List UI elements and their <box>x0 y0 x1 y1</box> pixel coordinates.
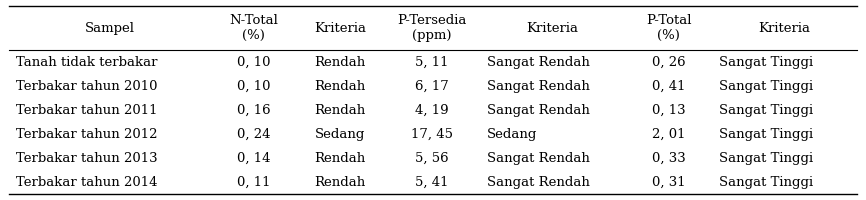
Text: N-Total
(%): N-Total (%) <box>229 14 278 42</box>
Text: P-Tersedia
(ppm): P-Tersedia (ppm) <box>397 14 466 42</box>
Text: Terbakar tahun 2010: Terbakar tahun 2010 <box>16 80 157 93</box>
Text: Sangat Tinggi: Sangat Tinggi <box>719 176 813 189</box>
Text: Rendah: Rendah <box>314 56 365 69</box>
Text: 0, 41: 0, 41 <box>652 80 685 93</box>
Text: Rendah: Rendah <box>314 176 365 189</box>
Text: P-Total
(%): P-Total (%) <box>646 14 691 42</box>
Text: 0, 33: 0, 33 <box>652 152 686 165</box>
Text: Rendah: Rendah <box>314 152 365 165</box>
Text: Kriteria: Kriteria <box>759 22 811 35</box>
Text: Rendah: Rendah <box>314 104 365 117</box>
Text: Tanah tidak terbakar: Tanah tidak terbakar <box>16 56 157 69</box>
Text: Sangat Rendah: Sangat Rendah <box>487 176 590 189</box>
Text: Terbakar tahun 2012: Terbakar tahun 2012 <box>16 128 157 141</box>
Text: 0, 14: 0, 14 <box>237 152 270 165</box>
Text: Sangat Rendah: Sangat Rendah <box>487 80 590 93</box>
Text: 4, 19: 4, 19 <box>415 104 449 117</box>
Text: Sangat Tinggi: Sangat Tinggi <box>719 104 813 117</box>
Text: Sangat Rendah: Sangat Rendah <box>487 104 590 117</box>
Text: 0, 31: 0, 31 <box>652 176 686 189</box>
Text: 5, 56: 5, 56 <box>415 152 449 165</box>
Text: Rendah: Rendah <box>314 80 365 93</box>
Text: Terbakar tahun 2011: Terbakar tahun 2011 <box>16 104 157 117</box>
Text: 0, 10: 0, 10 <box>237 56 270 69</box>
Text: Sedang: Sedang <box>487 128 537 141</box>
Text: Sangat Tinggi: Sangat Tinggi <box>719 128 813 141</box>
Text: 5, 11: 5, 11 <box>415 56 449 69</box>
Text: Sangat Rendah: Sangat Rendah <box>487 56 590 69</box>
Text: 0, 24: 0, 24 <box>237 128 270 141</box>
Text: Sedang: Sedang <box>315 128 365 141</box>
Text: Sangat Tinggi: Sangat Tinggi <box>719 152 813 165</box>
Text: 0, 16: 0, 16 <box>237 104 270 117</box>
Text: 0, 11: 0, 11 <box>237 176 270 189</box>
Text: 0, 26: 0, 26 <box>652 56 686 69</box>
Text: Sangat Rendah: Sangat Rendah <box>487 152 590 165</box>
Text: Terbakar tahun 2013: Terbakar tahun 2013 <box>16 152 158 165</box>
Text: 2, 01: 2, 01 <box>652 128 685 141</box>
Text: 0, 10: 0, 10 <box>237 80 270 93</box>
Text: Terbakar tahun 2014: Terbakar tahun 2014 <box>16 176 157 189</box>
Text: Sampel: Sampel <box>85 22 134 35</box>
Text: Sangat Tinggi: Sangat Tinggi <box>719 80 813 93</box>
Text: 6, 17: 6, 17 <box>415 80 449 93</box>
Text: Kriteria: Kriteria <box>314 22 366 35</box>
Text: 5, 41: 5, 41 <box>415 176 449 189</box>
Text: Sangat Tinggi: Sangat Tinggi <box>719 56 813 69</box>
Text: Kriteria: Kriteria <box>527 22 578 35</box>
Text: 17, 45: 17, 45 <box>410 128 453 141</box>
Text: 0, 13: 0, 13 <box>652 104 686 117</box>
